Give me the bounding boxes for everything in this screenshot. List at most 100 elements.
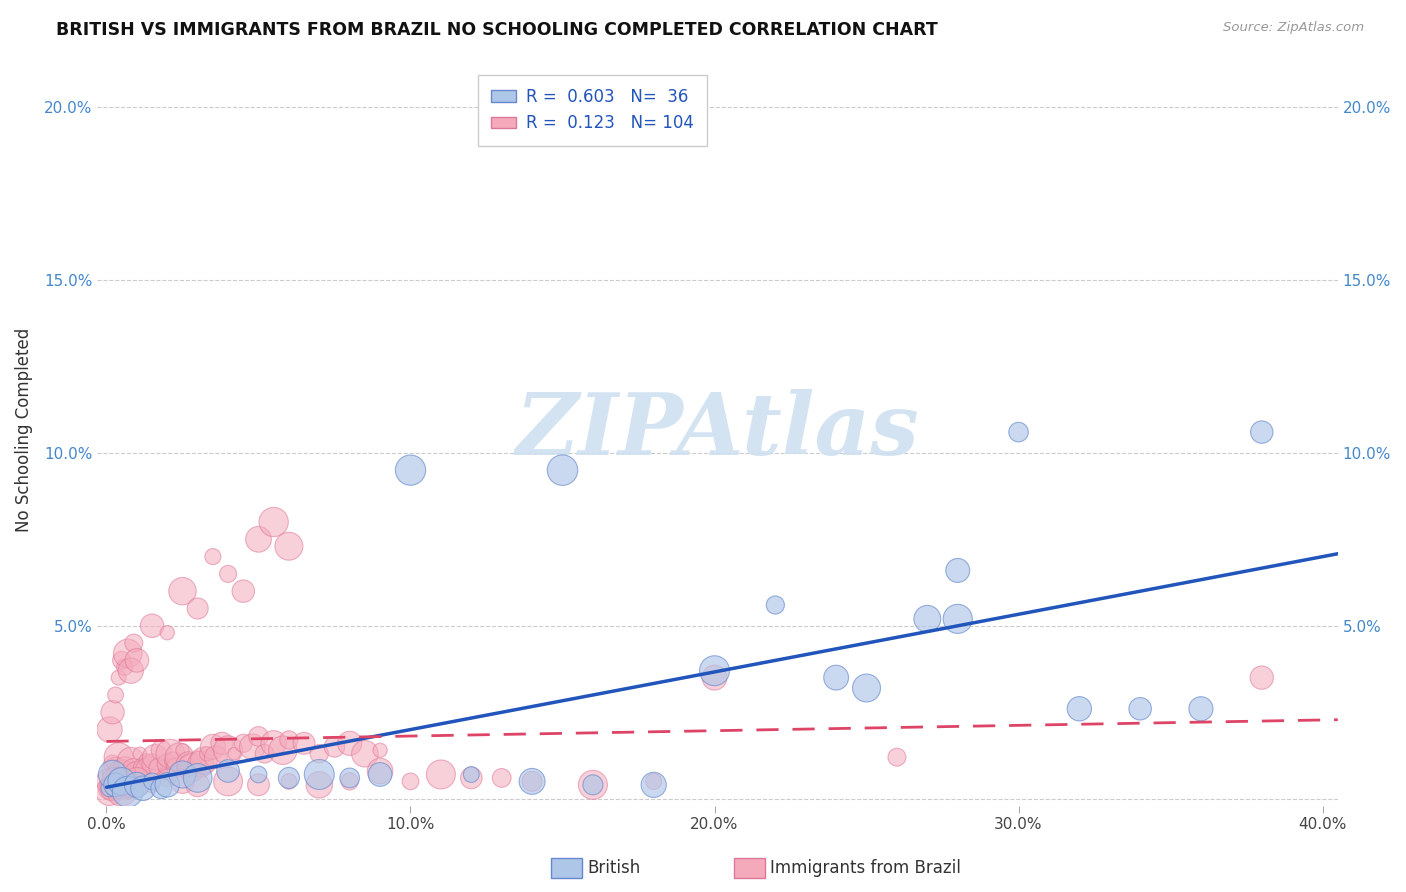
Point	[104, 785, 127, 799]
Point	[162, 754, 184, 768]
Point	[107, 771, 129, 785]
Point	[125, 653, 148, 667]
Point	[104, 764, 127, 778]
Point	[120, 781, 142, 796]
Text: British: British	[588, 859, 641, 877]
Point	[430, 767, 453, 781]
Point	[224, 747, 246, 761]
Point	[98, 781, 121, 796]
Point	[141, 619, 163, 633]
Point	[174, 764, 197, 778]
Point	[190, 757, 212, 772]
Point	[111, 767, 134, 781]
Point	[150, 743, 173, 757]
Point	[247, 767, 270, 781]
Point	[253, 747, 276, 761]
Point	[308, 767, 330, 781]
Point	[117, 785, 139, 799]
Point	[187, 778, 209, 792]
Point	[117, 785, 139, 799]
Point	[1069, 702, 1091, 716]
Point	[146, 760, 169, 774]
Point	[98, 774, 121, 789]
Point	[153, 767, 176, 781]
Point	[946, 563, 969, 577]
Point	[111, 653, 134, 667]
Point	[277, 771, 299, 785]
Point	[172, 774, 194, 789]
Point	[201, 549, 224, 564]
Point	[120, 664, 142, 678]
Point	[104, 778, 127, 792]
Point	[165, 760, 187, 774]
Point	[520, 774, 543, 789]
Point	[101, 757, 124, 772]
Point	[247, 533, 270, 547]
Point	[217, 743, 239, 757]
Point	[277, 774, 299, 789]
Point	[125, 774, 148, 789]
Point	[122, 764, 145, 778]
Point	[1250, 671, 1272, 685]
Point	[217, 774, 239, 789]
Point	[195, 747, 218, 761]
Point	[187, 771, 209, 785]
Point	[187, 601, 209, 615]
Point	[460, 771, 482, 785]
Point	[98, 785, 121, 799]
Point	[643, 778, 665, 792]
Point	[104, 774, 127, 789]
Point	[141, 757, 163, 772]
Point	[263, 736, 285, 750]
Point	[308, 778, 330, 792]
Point	[232, 584, 254, 599]
Point	[138, 764, 160, 778]
Point	[111, 778, 134, 792]
Point	[193, 754, 215, 768]
Point	[205, 750, 228, 764]
Point	[132, 781, 155, 796]
Point	[117, 647, 139, 661]
Point	[177, 757, 200, 772]
Point	[582, 778, 605, 792]
Point	[114, 760, 136, 774]
Point	[114, 781, 136, 796]
Point	[354, 747, 377, 761]
Point	[217, 764, 239, 778]
Point	[132, 760, 155, 774]
Point	[399, 463, 422, 477]
Point	[125, 767, 148, 781]
Point	[339, 736, 361, 750]
Point	[120, 754, 142, 768]
Point	[308, 747, 330, 761]
Point	[763, 598, 786, 612]
Point	[101, 781, 124, 796]
Point	[247, 730, 270, 744]
Text: Immigrants from Brazil: Immigrants from Brazil	[770, 859, 962, 877]
Point	[491, 771, 513, 785]
Point	[180, 760, 202, 774]
Point	[122, 636, 145, 650]
Point	[98, 781, 121, 796]
Text: BRITISH VS IMMIGRANTS FROM BRAZIL NO SCHOOLING COMPLETED CORRELATION CHART: BRITISH VS IMMIGRANTS FROM BRAZIL NO SCH…	[56, 21, 938, 38]
Point	[1189, 702, 1212, 716]
Point	[917, 612, 939, 626]
Point	[551, 463, 574, 477]
Point	[271, 743, 294, 757]
Point	[125, 778, 148, 792]
Point	[101, 767, 124, 781]
Point	[247, 778, 270, 792]
Point	[460, 767, 482, 781]
Point	[150, 781, 173, 796]
Point	[263, 515, 285, 529]
Point	[111, 774, 134, 789]
Text: ZIPAtlas: ZIPAtlas	[516, 389, 920, 472]
Point	[141, 778, 163, 792]
Point	[399, 774, 422, 789]
Point	[277, 539, 299, 553]
Point	[159, 747, 181, 761]
Point	[1129, 702, 1152, 716]
Point	[172, 767, 194, 781]
Point	[277, 732, 299, 747]
Point	[111, 785, 134, 799]
